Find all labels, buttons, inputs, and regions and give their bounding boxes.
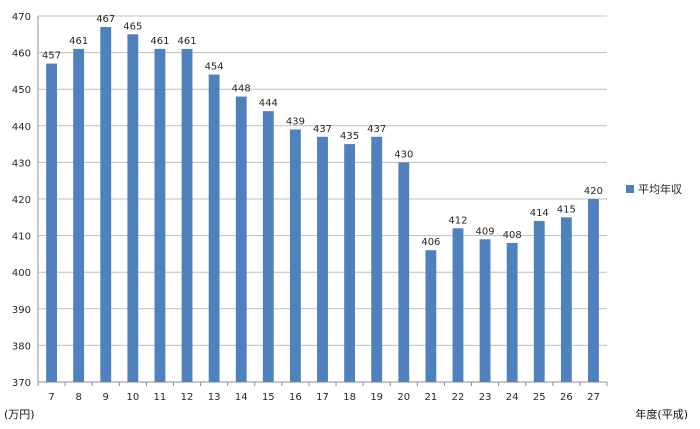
data-label: 414	[530, 208, 549, 219]
bar	[73, 48, 85, 382]
x-tick-label: 14	[235, 392, 248, 403]
data-label: 420	[584, 186, 603, 197]
y-tick-label: 390	[12, 305, 31, 316]
y-tick-label: 400	[12, 268, 31, 279]
x-tick-label: 26	[560, 392, 573, 403]
bars	[46, 26, 599, 383]
data-label: 437	[313, 124, 332, 135]
legend: 平均年収	[626, 181, 682, 197]
bar	[371, 136, 383, 382]
y-tick-label: 420	[12, 195, 31, 206]
bar	[154, 48, 166, 382]
x-tick-label: 24	[506, 392, 519, 403]
bar	[533, 220, 545, 382]
bar	[479, 239, 491, 382]
data-label: 412	[448, 215, 467, 226]
data-label: 457	[42, 51, 61, 62]
data-label: 444	[259, 98, 278, 109]
data-label: 435	[340, 131, 359, 142]
x-tick-label: 17	[316, 392, 329, 403]
data-label: 415	[557, 204, 576, 215]
y-tick-label: 450	[12, 85, 31, 96]
bar	[100, 26, 112, 382]
data-label: 439	[286, 116, 305, 127]
data-label: 467	[96, 14, 115, 25]
x-tick-label: 12	[181, 392, 194, 403]
x-tick-label: 27	[587, 392, 600, 403]
x-tick-label: 8	[75, 392, 81, 403]
legend-swatch	[626, 185, 634, 193]
x-tick-label: 23	[479, 392, 492, 403]
data-label: 461	[69, 36, 88, 47]
bar	[452, 228, 464, 382]
bar	[262, 111, 274, 382]
x-tick-label: 7	[48, 392, 54, 403]
bar	[181, 48, 193, 382]
data-label: 448	[232, 84, 251, 95]
x-tick-label: 22	[452, 392, 465, 403]
data-labels: 457 461 467 465 461 461 454 448 444 439 437 435 437 4…	[42, 14, 603, 248]
x-tick-label: 15	[262, 392, 275, 403]
bar	[289, 129, 301, 382]
y-tick-label: 440	[12, 122, 31, 133]
x-tick-label: 25	[533, 392, 546, 403]
bar	[127, 34, 139, 383]
bar	[506, 242, 518, 382]
y-tick-labels: 370 380 390 400 410 420 430 440 450 460 470	[12, 12, 31, 389]
x-tick-label: 16	[289, 392, 302, 403]
bar	[46, 63, 57, 383]
y-tick-label: 430	[12, 158, 31, 169]
data-label: 430	[394, 149, 413, 160]
data-label: 406	[421, 237, 440, 248]
data-label: 461	[177, 36, 196, 47]
y-tick-label: 460	[12, 49, 31, 60]
x-axis-title: 年度(平成)	[635, 408, 688, 421]
data-label: 409	[476, 226, 495, 237]
data-label: 408	[503, 230, 522, 241]
bar	[208, 74, 220, 382]
bar	[235, 96, 247, 383]
y-tick-label: 470	[12, 12, 31, 23]
legend-label: 平均年収	[638, 183, 682, 196]
x-tick-label: 20	[397, 392, 410, 403]
x-tick-labels: 7 8 9 10 11 12 13 14 15 16 17 18 19 20 21 22 23 24 25 26 27	[37, 382, 608, 403]
data-label: 465	[123, 21, 142, 32]
data-label: 454	[205, 62, 224, 73]
bar	[425, 250, 437, 382]
y-tick-label: 380	[12, 341, 31, 352]
bar	[588, 199, 599, 382]
data-label: 437	[367, 124, 386, 135]
x-tick-label: 9	[103, 392, 109, 403]
x-tick-label: 21	[425, 392, 438, 403]
y-tick-label: 410	[12, 232, 31, 243]
data-label: 461	[150, 36, 169, 47]
bar	[317, 136, 328, 382]
x-tick-label: 19	[370, 392, 383, 403]
x-tick-label: 11	[154, 392, 167, 403]
y-axis-unit-label: (万円)	[4, 408, 35, 421]
x-tick-label: 18	[343, 392, 356, 403]
y-tick-label: 370	[12, 378, 31, 389]
bar	[344, 144, 356, 382]
bar	[560, 217, 572, 382]
x-tick-label: 10	[126, 392, 139, 403]
bar	[398, 162, 410, 382]
x-tick-label: 13	[208, 392, 221, 403]
